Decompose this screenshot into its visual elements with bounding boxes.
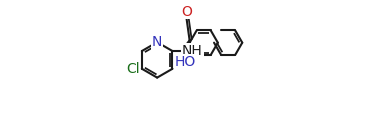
Text: NH: NH — [182, 44, 203, 58]
Text: N: N — [152, 35, 162, 49]
Text: O: O — [181, 5, 192, 19]
Text: HO: HO — [174, 55, 195, 69]
Text: Cl: Cl — [126, 62, 139, 76]
